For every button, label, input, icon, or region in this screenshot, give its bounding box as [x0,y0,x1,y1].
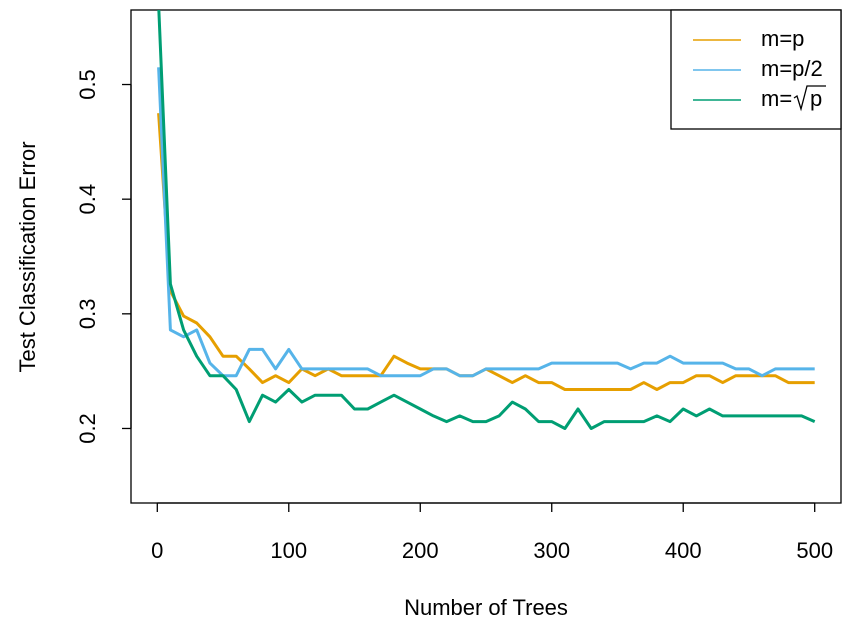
y-ticks: 0.2 0.3 0.4 0.5 [75,69,132,444]
y-tick-label: 0.4 [75,184,100,215]
x-tick-label: 300 [533,538,570,563]
x-tick-label: 0 [151,538,163,563]
y-tick-label: 0.5 [75,69,100,100]
x-ticks: 0 100 200 300 400 500 [151,502,833,563]
x-axis-title: Number of Trees [404,595,568,620]
legend-label-m-sqrt-radicand: p [810,86,822,111]
series-line-3 [157,10,816,430]
series-layer [157,10,816,430]
y-axis-title: Test Classification Error [15,141,40,372]
sqrt-radical-icon [793,85,826,112]
x-tick-label: 200 [402,538,439,563]
x-tick-label: 400 [665,538,702,563]
x-tick-label: 500 [796,538,833,563]
legend-label-m-p: m=p [761,26,804,51]
legend-label-m-p2: m=p/2 [761,56,823,81]
y-tick-label: 0.2 [75,413,100,444]
y-axis: 0.2 0.3 0.4 0.5 [75,69,132,444]
y-tick-label: 0.3 [75,299,100,330]
x-tick-label: 100 [270,538,307,563]
x-axis: 0 100 200 300 400 500 [151,502,833,563]
legend: m=p m=p/2 m= p [670,9,842,130]
series-line-2 [157,67,815,378]
legend-label-m-sqrt: m= [761,86,792,111]
